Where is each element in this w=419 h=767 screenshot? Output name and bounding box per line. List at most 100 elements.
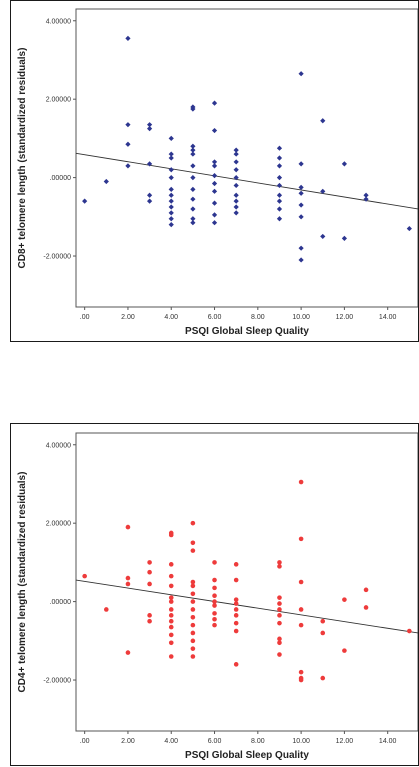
data-point [233, 577, 239, 583]
data-point [276, 192, 283, 198]
data-point [406, 225, 412, 232]
data-point [277, 640, 282, 646]
data-point [320, 233, 326, 240]
cd4-scatter-panel: 4.00000 2.00000 .00000 -2.00000 .00 2.00 4.00 6… [10, 423, 419, 766]
y-tick-label: .00000 [50, 175, 72, 182]
x-tick-label: 12.00 [336, 314, 354, 321]
data-point [233, 198, 239, 204]
data-point [146, 161, 153, 167]
plot-frame [75, 8, 418, 308]
data-point [190, 216, 196, 222]
data-point [298, 214, 304, 220]
data-point [233, 628, 239, 634]
x-axis-title: PSQI Global Sleep Quality [185, 750, 309, 761]
data-point [190, 196, 196, 202]
data-point [212, 599, 217, 604]
y-axis-title: CD4+ telomere length (standardized resid… [17, 472, 28, 693]
data-point [276, 155, 283, 161]
x-tick-label: 14.00 [379, 314, 397, 321]
data-point [407, 628, 412, 634]
data-point [233, 175, 239, 181]
data-point [82, 573, 87, 579]
data-point [168, 562, 174, 567]
data-point [190, 646, 196, 651]
data-point [125, 122, 131, 128]
data-point [211, 212, 218, 218]
data-point [190, 638, 196, 644]
data-point [147, 569, 152, 575]
data-point [233, 607, 239, 612]
data-point [233, 167, 239, 173]
data-point [298, 257, 304, 263]
data-point [298, 161, 304, 167]
data-point [190, 151, 196, 157]
data-point [342, 597, 347, 602]
data-point [190, 175, 196, 181]
data-point [125, 35, 131, 42]
data-point [211, 159, 218, 165]
data-point [125, 524, 131, 530]
data-point [168, 624, 174, 630]
data-point [125, 575, 131, 581]
data-point [233, 182, 239, 189]
data-point [212, 603, 217, 608]
data-point [233, 210, 239, 216]
y-tick-label: 2.00000 [46, 97, 71, 104]
data-point [233, 192, 239, 198]
data-point [212, 593, 217, 599]
data-point [298, 202, 304, 208]
data-point [211, 188, 218, 194]
data-point [168, 532, 174, 538]
data-point [233, 204, 239, 210]
data-point [190, 186, 196, 192]
data-point [298, 536, 304, 542]
data-point [147, 613, 152, 618]
data-point [320, 630, 326, 636]
data-point [341, 235, 348, 241]
data-point [168, 599, 174, 604]
data-point [190, 106, 196, 112]
data-point [168, 595, 174, 600]
data-point [168, 632, 174, 638]
data-point [168, 186, 174, 192]
plot-frame [75, 432, 418, 732]
x-axis-title: PSQI Global Sleep Quality [185, 326, 309, 337]
data-point [190, 583, 196, 589]
data-point [276, 198, 283, 204]
y-tick-label: .00000 [50, 599, 72, 606]
data-point [168, 640, 174, 646]
data-point [212, 616, 217, 622]
x-tick-label: 6.00 [208, 314, 222, 321]
data-point [298, 184, 304, 191]
x-tick-label: 10.00 [292, 738, 310, 745]
data-point [125, 141, 131, 147]
data-point [341, 161, 348, 167]
y-tick-label: -2.00000 [43, 254, 71, 261]
data-point [277, 601, 282, 606]
data-point [277, 613, 282, 618]
data-point [125, 650, 131, 655]
data-point [211, 163, 218, 169]
data-point [168, 155, 174, 161]
y-tick-label: 4.00000 [46, 442, 71, 449]
data-point [190, 579, 196, 585]
data-point [298, 479, 304, 485]
data-point [147, 560, 152, 565]
data-point [190, 591, 196, 597]
y-axis-title: CD8+ telomere length (standardized resid… [17, 48, 28, 269]
data-point [190, 220, 196, 226]
data-point [211, 180, 218, 187]
data-point [190, 614, 196, 620]
data-point [233, 613, 239, 618]
data-point [146, 122, 153, 128]
data-point [168, 583, 174, 589]
data-point [233, 151, 239, 157]
data-point [233, 597, 239, 602]
data-point [190, 599, 196, 604]
data-point [168, 135, 174, 141]
data-point [298, 677, 304, 683]
data-point [233, 662, 239, 667]
data-point [233, 601, 239, 606]
data-point [276, 182, 283, 189]
data-point [320, 188, 326, 194]
